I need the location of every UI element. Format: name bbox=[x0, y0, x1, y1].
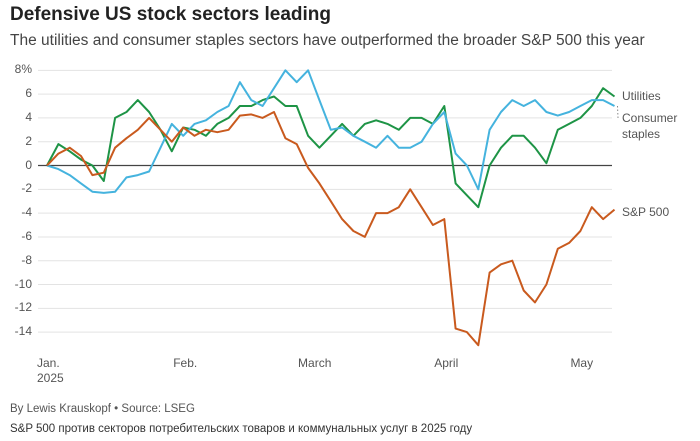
y-tick-label: 4 bbox=[25, 109, 32, 124]
y-tick-label: 8% bbox=[14, 62, 32, 77]
y-tick-label: 0 bbox=[25, 157, 32, 172]
x-tick-label: April bbox=[434, 356, 459, 370]
y-tick-label: 2 bbox=[25, 133, 32, 148]
x-tick-label: May bbox=[570, 356, 594, 370]
subtitle: The utilities and consumer staples secto… bbox=[10, 32, 645, 49]
legend-label: Utilities bbox=[622, 89, 661, 103]
x-tick-label: Jan. 2025 bbox=[37, 356, 64, 385]
y-tick-label: -10 bbox=[14, 276, 32, 291]
y-tick-label: -6 bbox=[21, 228, 32, 243]
byline: By Lewis Krauskopf • Source: LSEG bbox=[10, 403, 195, 415]
legend-label: Consumer staples bbox=[622, 111, 678, 141]
chart-title: Defensive US stock sectors leading bbox=[10, 4, 332, 25]
y-tick-label: -4 bbox=[21, 205, 32, 220]
caption: S&P 500 против секторов потребительских … bbox=[10, 423, 473, 435]
y-tick-label: -12 bbox=[14, 300, 32, 315]
y-tick-label: 6 bbox=[25, 86, 32, 101]
y-tick-label: -14 bbox=[14, 324, 32, 339]
legend-label: S&P 500 bbox=[622, 205, 670, 219]
series-line bbox=[46, 87, 616, 209]
x-tick-label: Feb. bbox=[173, 356, 198, 370]
x-tick-label: March bbox=[298, 356, 332, 370]
y-tick-label: -2 bbox=[21, 181, 32, 196]
series-line bbox=[46, 69, 615, 194]
leader-line bbox=[617, 106, 619, 119]
y-tick-label: -8 bbox=[21, 252, 32, 267]
series-line bbox=[46, 111, 616, 347]
